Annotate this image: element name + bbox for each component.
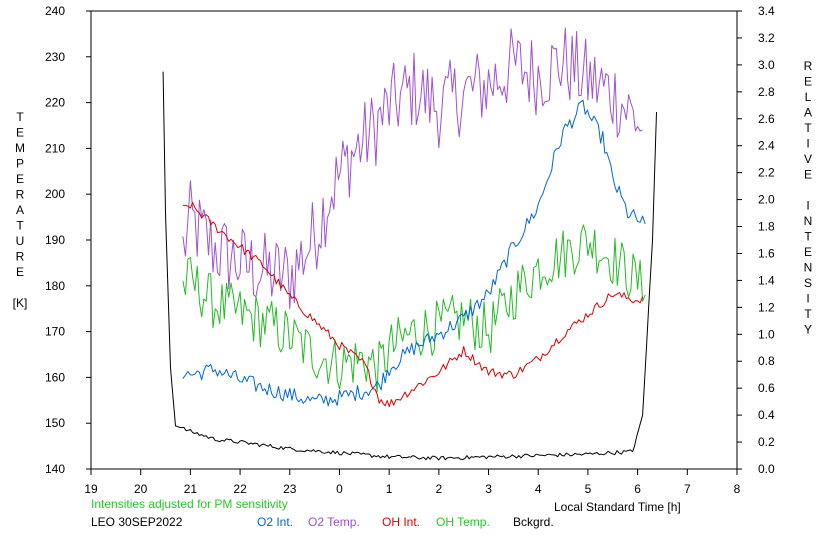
x-tick-label: 5 <box>585 482 592 496</box>
left-tick-label: 140 <box>45 462 65 476</box>
right-tick-label: 3.2 <box>758 31 775 45</box>
x-tick-label: 6 <box>634 482 641 496</box>
left-tick-label: 200 <box>45 187 65 201</box>
right-axis-label-char: I <box>806 292 809 306</box>
x-tick-label: 19 <box>84 482 98 496</box>
station-date: LEO 30SEP2022 <box>91 515 183 529</box>
right-axis-label-char: N <box>804 214 813 228</box>
left-axis-label-char: R <box>16 250 25 264</box>
series-lines <box>162 27 657 461</box>
right-axis-label-char: T <box>804 307 812 321</box>
right-axis-label-char: S <box>804 276 812 290</box>
x-tick-label: 2 <box>436 482 443 496</box>
right-axis-ticks: 0.0 0.2 0.4 0.6 0.8 1.0 1.2 1.4 1.6 1.8 2.0 2.2 2.4 2… <box>737 4 775 476</box>
right-axis-label-char: E <box>804 245 812 259</box>
left-axis-label-char: R <box>16 188 25 202</box>
legend-o2-int: O2 Int. <box>257 515 293 529</box>
right-axis-label-char: Y <box>804 323 812 337</box>
left-axis-label-char: P <box>16 157 24 171</box>
left-axis-label-char: T <box>16 219 24 233</box>
right-axis-label-char: R <box>804 59 813 73</box>
series-line-o2-int <box>182 99 646 407</box>
x-tick-label: 21 <box>184 482 198 496</box>
x-axis-label: Local Standard Time [h] <box>554 500 681 514</box>
left-tick-label: 150 <box>45 416 65 430</box>
right-axis-label-char: I <box>806 199 809 213</box>
right-axis-label-char: I <box>806 137 809 151</box>
right-axis-label-char: L <box>805 90 812 104</box>
x-tick-label: 4 <box>535 482 542 496</box>
x-tick-label: 23 <box>283 482 297 496</box>
right-axis-label-char: N <box>804 261 813 275</box>
left-axis-label-char: E <box>16 126 24 140</box>
right-tick-label: 1.2 <box>758 300 775 314</box>
right-axis-label-char: T <box>804 230 812 244</box>
right-tick-label: 2.8 <box>758 85 775 99</box>
left-tick-label: 160 <box>45 370 65 384</box>
sensitivity-note: Intensities adjusted for PM sensitivity <box>91 497 288 511</box>
legend-o2-temp: O2 Temp. <box>308 515 360 529</box>
right-axis-label-char: A <box>804 106 812 120</box>
x-tick-label: 8 <box>734 482 741 496</box>
x-tick-label: 3 <box>485 482 492 496</box>
series-line-oh-int <box>182 201 644 407</box>
right-axis-label-char: V <box>804 152 812 166</box>
x-tick-label: 0 <box>336 482 343 496</box>
left-tick-label: 180 <box>45 279 65 293</box>
right-axis-label-char: E <box>804 168 812 182</box>
right-tick-label: 2.4 <box>758 139 775 153</box>
left-tick-label: 220 <box>45 96 65 110</box>
legend-bckgrd: Bckgrd. <box>513 515 554 529</box>
left-axis-label-char: E <box>16 172 24 186</box>
x-tick-label: 22 <box>233 482 247 496</box>
right-tick-label: 3.4 <box>758 4 775 18</box>
left-axis-label-char: A <box>16 203 24 217</box>
x-axis-ticks: 19 20 21 22 23 0 1 2 3 4 5 6 7 8 <box>84 469 741 496</box>
left-tick-label: 240 <box>45 4 65 18</box>
right-tick-label: 3.0 <box>758 58 775 72</box>
right-tick-label: 0.8 <box>758 354 775 368</box>
left-tick-label: 170 <box>45 325 65 339</box>
left-axis-label-char: T <box>16 110 24 124</box>
left-axis-label-char: [K] <box>13 296 28 310</box>
right-tick-label: 1.4 <box>758 273 775 287</box>
right-axis-label-char: E <box>804 75 812 89</box>
series-line-o2-temp <box>182 27 643 310</box>
right-tick-label: 2.2 <box>758 166 775 180</box>
x-tick-label: 20 <box>134 482 148 496</box>
left-tick-label: 230 <box>45 50 65 64</box>
right-axis-label-char: T <box>804 121 812 135</box>
series-line-bckgrd <box>162 71 657 461</box>
x-tick-label: 7 <box>684 482 691 496</box>
right-tick-label: 0.4 <box>758 408 775 422</box>
left-axis-label-char: E <box>16 265 24 279</box>
plot-frame <box>90 10 738 470</box>
right-tick-label: 1.6 <box>758 246 775 260</box>
right-tick-label: 0.0 <box>758 462 775 476</box>
legend-oh-int: OH Int. <box>382 515 420 529</box>
left-axis-label-char: U <box>16 234 25 248</box>
series-line-oh-temp <box>182 224 646 393</box>
right-tick-label: 2.0 <box>758 193 775 207</box>
left-axis-ticks: 140 150 160 170 180 190 200 210 220 230 240 <box>45 4 91 476</box>
left-tick-label: 190 <box>45 233 65 247</box>
right-tick-label: 0.6 <box>758 381 775 395</box>
right-tick-label: 2.6 <box>758 112 775 126</box>
legend-oh-temp: OH Temp. <box>436 515 490 529</box>
left-axis-label-char: M <box>15 141 25 155</box>
x-tick-label: 1 <box>386 482 393 496</box>
right-tick-label: 1.8 <box>758 220 775 234</box>
right-tick-label: 1.0 <box>758 327 775 341</box>
left-tick-label: 210 <box>45 141 65 155</box>
right-tick-label: 0.2 <box>758 435 775 449</box>
